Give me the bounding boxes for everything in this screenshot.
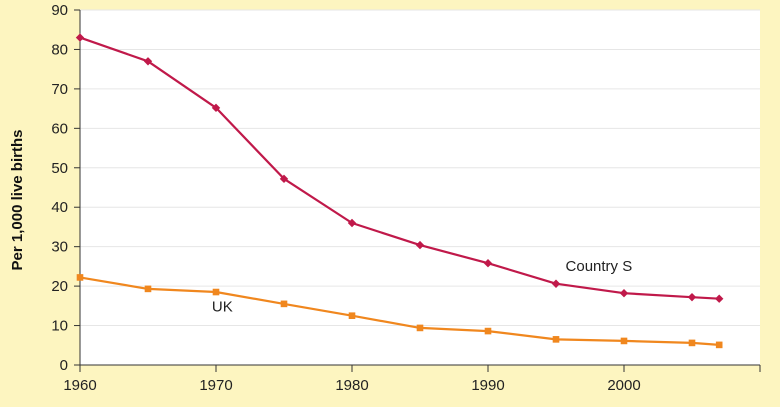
data-point: [143, 57, 153, 66]
y-tick-label: 20: [51, 278, 68, 295]
data-point: [552, 336, 560, 343]
data-point: [687, 292, 697, 302]
data-point: [279, 174, 289, 184]
data-point: [348, 312, 356, 319]
y-tick-label: 90: [51, 2, 68, 19]
plot-area: [80, 10, 760, 365]
series-country-s: [75, 33, 724, 303]
y-tick-label: 50: [51, 160, 68, 177]
data-point: [76, 274, 84, 281]
data-point: [619, 289, 629, 298]
x-tick-label: 1980: [335, 377, 368, 394]
y-tick-label: 40: [51, 199, 68, 216]
y-tick-label: 10: [51, 318, 68, 335]
data-point: [347, 218, 357, 228]
series-label-uk: UK: [212, 298, 233, 315]
series-group: [75, 33, 724, 349]
data-point: [620, 337, 628, 345]
grid: [80, 9, 760, 327]
axes: [74, 9, 761, 372]
data-point: [715, 294, 724, 303]
data-point: [416, 324, 424, 332]
y-tick-label: 80: [51, 41, 68, 58]
y-axis-title: Per 1,000 live births: [9, 130, 26, 271]
y-tick-label: 60: [51, 120, 68, 137]
data-point: [551, 279, 561, 288]
tick-labels: 0 10 20 30 40 50 60 70 80 90 1960 1970 1980 1990 2000: [51, 2, 640, 394]
x-tick-label: 1970: [199, 377, 232, 394]
y-tick-label: 30: [51, 239, 68, 256]
data-point: [280, 300, 288, 308]
data-point: [75, 33, 85, 42]
data-point: [715, 341, 723, 349]
y-tick-label: 70: [51, 81, 68, 98]
series-uk: [76, 274, 723, 349]
data-point: [688, 339, 696, 347]
series-label-country-s: Country S: [566, 258, 633, 275]
data-point: [415, 240, 425, 250]
data-point: [212, 288, 220, 296]
data-point: [144, 285, 152, 293]
data-point: [483, 259, 493, 268]
y-tick-label: 0: [60, 357, 68, 374]
x-tick-label: 1960: [63, 377, 96, 394]
data-point: [211, 103, 221, 113]
x-tick-label: 1990: [471, 377, 504, 394]
x-tick-label: 2000: [607, 377, 640, 394]
series-labels: Country S UK: [212, 258, 632, 315]
data-point: [484, 327, 492, 335]
